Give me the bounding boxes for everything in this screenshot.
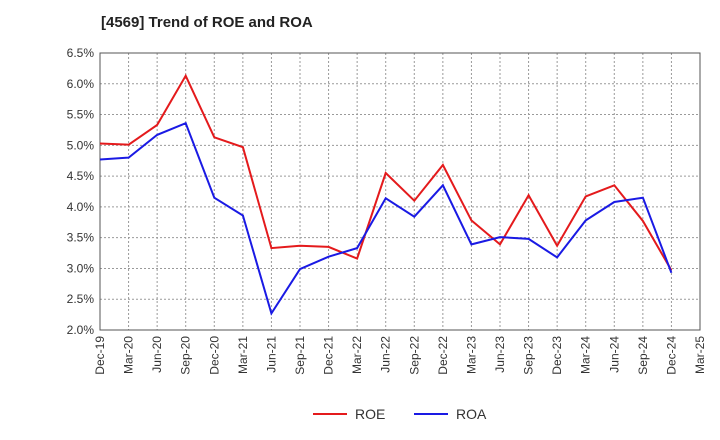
x-tick-label: Jun-20	[150, 336, 164, 373]
x-tick-label: Sep-21	[293, 336, 307, 375]
y-tick-label: 4.0%	[67, 200, 95, 214]
x-tick-label: Dec-20	[207, 336, 221, 375]
grid	[99, 52, 701, 331]
y-tick-label: 6.0%	[67, 77, 95, 91]
x-tick-label: Dec-21	[322, 336, 336, 375]
y-tick-label: 4.5%	[67, 169, 95, 183]
y-tick-label: 2.0%	[67, 323, 95, 337]
legend-label-roe: ROE	[355, 406, 385, 422]
y-tick-label: 2.5%	[67, 292, 95, 306]
x-tick-label: Dec-23	[550, 336, 564, 375]
series-line-roa	[99, 121, 673, 316]
y-tick-label: 3.5%	[67, 231, 95, 245]
y-tick-label: 5.0%	[67, 138, 95, 152]
series-layer	[99, 73, 673, 316]
legend: ROE ROA	[313, 406, 487, 422]
axes: 6.5% 6.0% 5.5% 5.0% 4.5% 4.0% 3.5% 3.0% 2.5% 2.0%…	[67, 46, 707, 375]
plot-frame	[99, 52, 701, 331]
y-tick-label: 5.5%	[67, 108, 95, 122]
x-tick-label: Mar-23	[464, 336, 478, 374]
x-tick-label: Mar-21	[236, 336, 250, 374]
x-tick-label: Sep-24	[636, 336, 650, 375]
x-tick-label: Sep-22	[407, 336, 421, 375]
chart-title: [4569] Trend of ROE and ROA	[101, 14, 313, 31]
y-tick-label: 3.0%	[67, 261, 95, 275]
x-tick-label: Jun-21	[264, 336, 278, 373]
x-tick-label: Mar-24	[579, 336, 593, 374]
x-tick-label: Sep-23	[522, 336, 536, 375]
x-tick-label: Dec-22	[436, 336, 450, 375]
x-tick-label: Dec-24	[664, 336, 678, 375]
series-line-roe	[99, 73, 673, 271]
x-tick-label: Mar-25	[693, 336, 707, 374]
y-tick-label: 6.5%	[67, 46, 95, 60]
x-tick-label: Jun-24	[607, 336, 621, 373]
legend-label-roa: ROA	[456, 406, 487, 422]
x-tick-label: Mar-20	[122, 336, 136, 374]
x-tick-label: Dec-19	[93, 336, 107, 375]
x-tick-label: Sep-20	[179, 336, 193, 375]
x-tick-label: Jun-23	[493, 336, 507, 373]
x-tick-label: Mar-22	[350, 336, 364, 374]
x-tick-label: Jun-22	[379, 336, 393, 373]
